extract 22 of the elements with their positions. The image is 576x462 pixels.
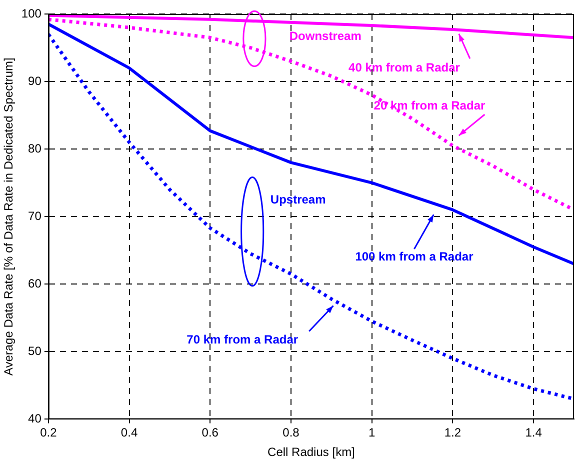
x-tick-label: 0.6 (202, 426, 219, 440)
annotation: Downstream (289, 29, 362, 44)
annotation: Upstream (270, 192, 326, 206)
x-tick-label: 0.2 (40, 426, 58, 440)
y-tick-label: 70 (28, 208, 42, 223)
y-tick-label: 100 (21, 6, 42, 20)
x-tick-label: 0.4 (120, 426, 138, 440)
y-tick-label: 80 (28, 141, 42, 156)
y-tick-label: 40 (28, 412, 42, 426)
x-tick-label: 1.2 (444, 426, 462, 440)
x-tick-label: 0.8 (282, 426, 300, 440)
x-tick-label: 1 (368, 426, 376, 440)
x-axis-title: Cell Radius [km] (268, 445, 355, 460)
annotation: 40 km from a Radar (348, 60, 460, 75)
y-tick-label: 60 (28, 276, 42, 290)
x-tick-label: 1.4 (525, 426, 542, 440)
annotation: 70 km from a Radar (186, 332, 298, 346)
line-series (48, 32, 574, 401)
annotation: 100 km from a Radar (355, 249, 474, 264)
y-tick-label: 90 (28, 74, 42, 88)
y-axis-title: Average Data Rate [% of Data Rate in Dedicated Spectrum] (2, 58, 16, 376)
y-tick-label: 50 (28, 344, 42, 358)
